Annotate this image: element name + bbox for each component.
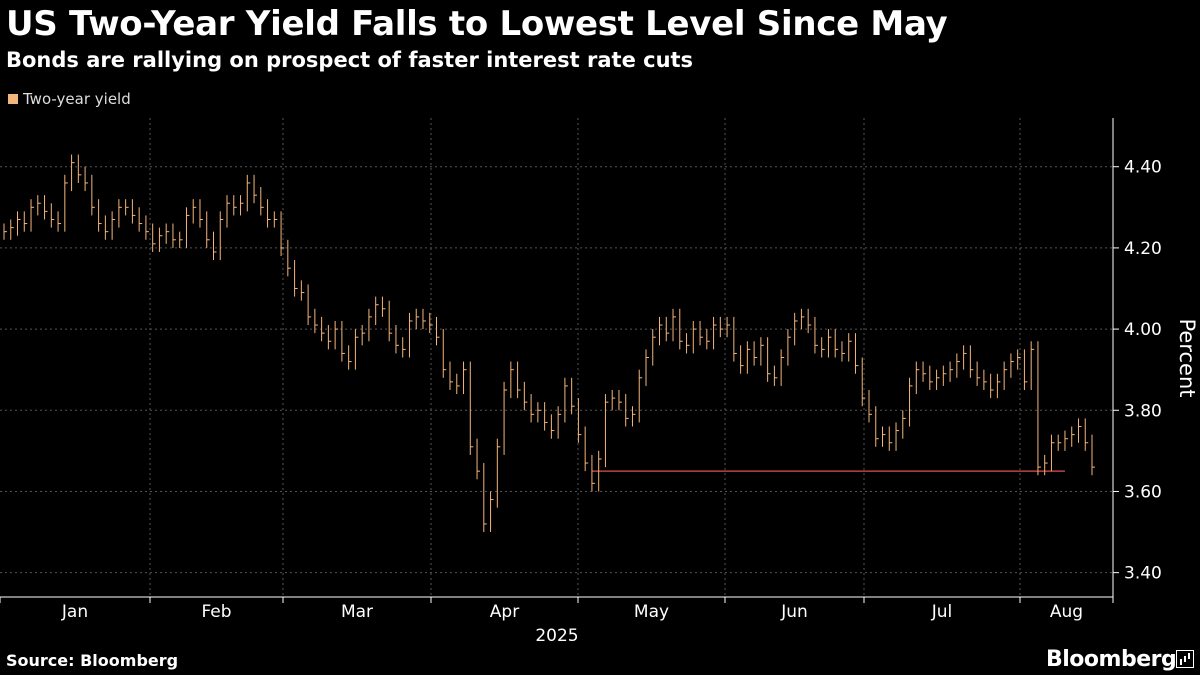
y-tick-label: 4.20 [1124,239,1162,259]
source-note: Source: Bloomberg [6,651,179,670]
y-axis-label: Percent [1175,318,1199,398]
x-axis-year-label: 2025 [535,626,578,646]
legend-label: Two-year yield [23,90,131,108]
x-tick-label: Feb [201,602,231,622]
x-tick-label: Mar [341,602,373,622]
x-tick-label: Jun [780,602,808,622]
y-tick-label: 3.40 [1124,564,1162,584]
chart-legend: Two-year yield [8,90,131,108]
x-tick-label: Apr [490,602,519,622]
y-tick-label: 3.80 [1124,401,1162,421]
y-tick-label: 3.60 [1124,482,1162,502]
x-tick-label: May [634,602,669,622]
chart-subtitle: Bonds are rallying on prospect of faster… [6,48,694,72]
x-tick-label: Jan [61,602,88,622]
brand-chart-icon [1176,650,1194,668]
y-tick-label: 4.00 [1124,320,1162,340]
legend-swatch [8,94,18,104]
x-tick-label: Jul [931,602,953,622]
y-tick-label: 4.40 [1124,158,1162,178]
brand-logo: Bloomberg [1046,647,1177,672]
chart-title: US Two-Year Yield Falls to Lowest Level … [6,4,948,44]
x-tick-label: Aug [1050,602,1083,622]
